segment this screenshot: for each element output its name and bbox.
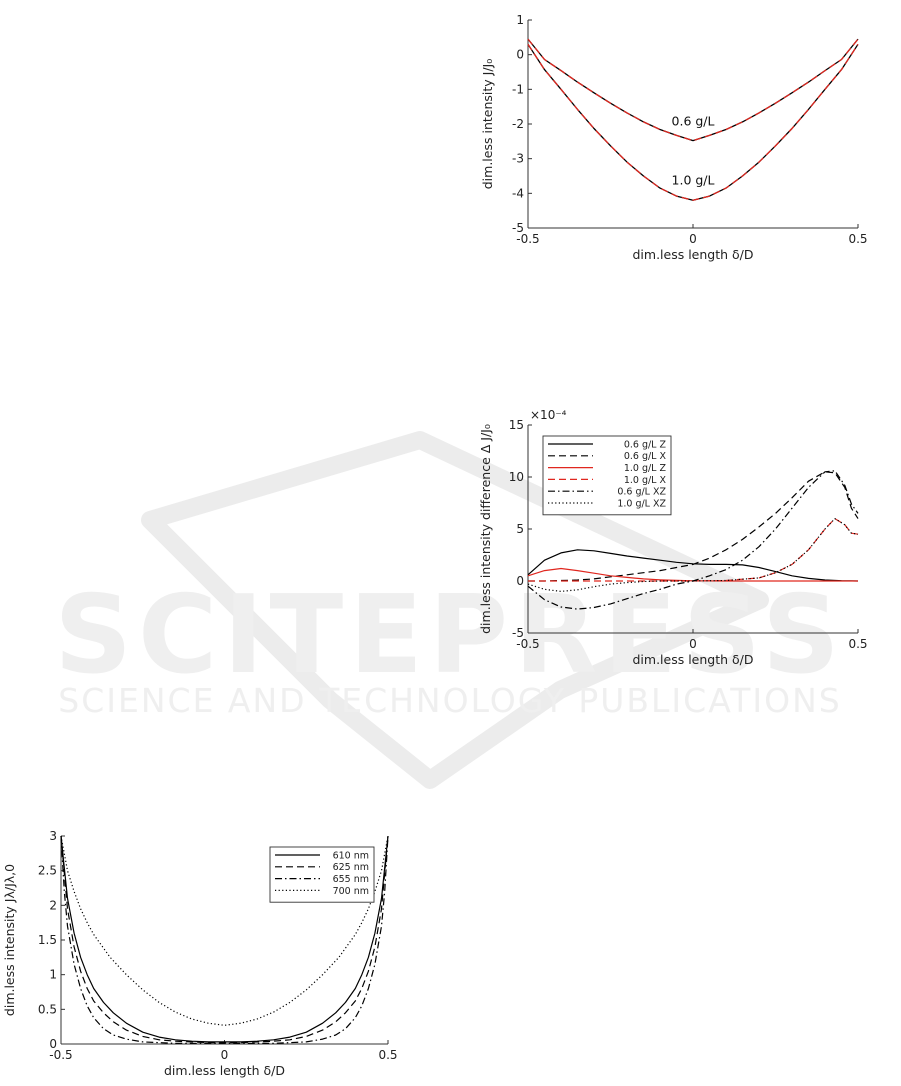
legend-label: 610 nm — [333, 850, 369, 861]
series-line-0 — [60, 835, 389, 1043]
y-tick-label: -5 — [512, 626, 524, 640]
x-tick-label: -0.5 — [516, 232, 539, 246]
y-exponent-label: ×10⁻⁴ — [530, 408, 567, 422]
y-tick-label: -3 — [512, 152, 524, 166]
y-tick-label: 0 — [49, 1037, 57, 1051]
legend-label: 1.0 g/L XZ — [617, 498, 666, 509]
y-tick-label: 1 — [49, 968, 57, 982]
series-line-1 — [60, 835, 389, 1044]
y-tick-label: 0 — [516, 574, 524, 588]
x-tick-label: 0.5 — [378, 1048, 397, 1062]
series-line-4 — [527, 470, 859, 610]
x-tick-label: -0.5 — [516, 637, 539, 651]
y-tick-label: 3 — [49, 829, 57, 843]
series-line-3 — [527, 43, 859, 201]
y-axis-label: dim.less intensity J/J₀ — [480, 59, 495, 189]
y-tick-label: 15 — [509, 418, 524, 432]
legend-label: 1.0 g/L Z — [624, 463, 667, 474]
y-tick-label: 2.5 — [38, 864, 57, 878]
y-tick-label: 10 — [509, 470, 524, 484]
legend-label: 655 nm — [333, 874, 369, 885]
y-axis-label: dim.less intensity Jλ/Jλ,0 — [2, 864, 17, 1016]
legend: 0.6 g/L Z0.6 g/L X1.0 g/L Z1.0 g/L X0.6 … — [542, 435, 672, 516]
x-tick-label: 0.5 — [848, 637, 867, 651]
y-tick-label: -4 — [512, 186, 524, 200]
chart-top: -0.5 0 0.5 1 0 -1 -2 -3 -4 -5 dim.less length δ/D d… — [480, 13, 868, 262]
series-line-2 — [527, 567, 858, 582]
x-tick-label: -0.5 — [49, 1048, 72, 1062]
x-axis-label: dim.less length δ/D — [632, 652, 753, 667]
legend-label: 0.6 g/L Z — [624, 439, 667, 450]
watermark-title: SCITEPRESS — [54, 573, 845, 698]
y-tick-label: 1.5 — [38, 933, 57, 947]
legend-label: 700 nm — [333, 886, 369, 897]
y-tick-label: -5 — [512, 221, 524, 235]
curve-annotation: 0.6 g/L — [672, 114, 715, 129]
watermark: SCITEPRESS SCIENCE AND TECHNOLOGY PUBLIC… — [54, 431, 845, 789]
x-tick-label: 0.5 — [848, 232, 867, 246]
curve-annotation: 1.0 g/L — [672, 173, 715, 188]
x-axis-label: dim.less length δ/D — [164, 1063, 285, 1078]
y-tick-label: -2 — [512, 117, 524, 131]
y-axis-label: dim.less intensity difference Δ J/J₀ — [478, 424, 493, 634]
y-tick-label: 2 — [49, 898, 57, 912]
chart-middle: -0.5 0 0.5 15 10 5 0 -5 dim.less length δ/D dim.l… — [478, 408, 868, 667]
legend-label: 0.6 g/L XZ — [617, 487, 666, 498]
watermark-logo — [141, 431, 769, 789]
series-line-5 — [527, 517, 859, 593]
series-line-2 — [60, 835, 389, 1044]
legend-label: 625 nm — [333, 862, 369, 873]
legend-label: 0.6 g/L X — [624, 451, 667, 462]
series-line-3 — [60, 835, 389, 1026]
y-tick-label: 0 — [516, 48, 524, 62]
series-line-1 — [527, 38, 859, 142]
y-tick-label: 5 — [516, 522, 524, 536]
y-tick-label: -1 — [512, 82, 524, 96]
legend-box — [269, 846, 375, 903]
x-axis-label: dim.less length δ/D — [632, 247, 753, 262]
x-tick-label: 0 — [221, 1048, 229, 1062]
watermark-subtitle: SCIENCE AND TECHNOLOGY PUBLICATIONS — [58, 681, 841, 720]
x-tick-label: 0 — [689, 232, 697, 246]
x-tick-label: 0 — [689, 637, 697, 651]
y-tick-label: 0.5 — [38, 1002, 57, 1016]
series-line-1 — [528, 471, 859, 582]
y-tick-label: 1 — [516, 13, 524, 27]
legend-box — [542, 435, 672, 516]
legend-label: 1.0 g/L X — [624, 475, 667, 486]
